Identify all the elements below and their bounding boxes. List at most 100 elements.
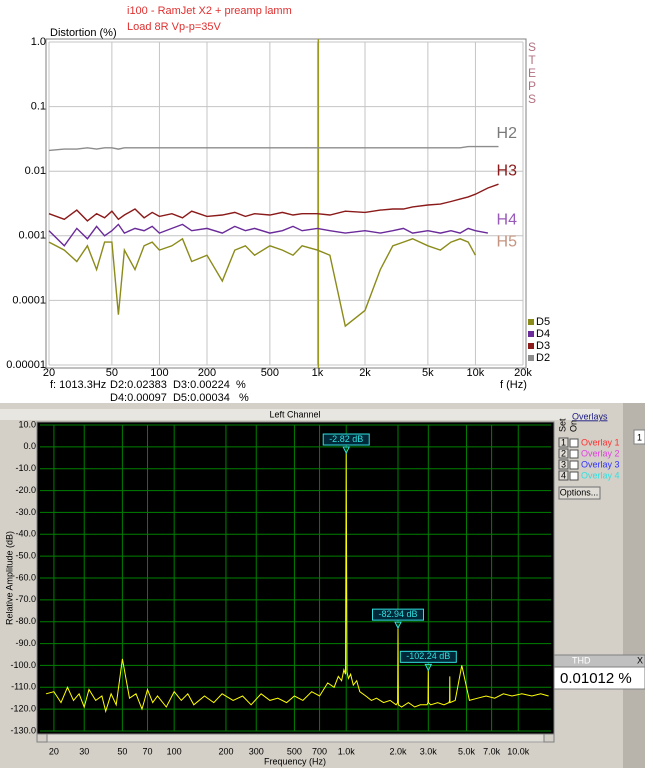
- y-axis-title: Relative Amplitude (dB): [4, 531, 14, 625]
- x-tick-label: 1.0k: [338, 746, 356, 756]
- x-tick-label: 50: [106, 367, 118, 379]
- x-tick-label: 200: [218, 746, 233, 756]
- series-label: H5: [497, 233, 518, 250]
- y-tick-label: 0.001: [18, 230, 46, 242]
- legend-swatch: [528, 319, 534, 325]
- x-tick-label: 200: [198, 367, 216, 379]
- legend-swatch: [528, 343, 534, 349]
- x-axis-title: f (Hz): [500, 379, 527, 391]
- x-axis-title: Frequency (Hz): [264, 756, 326, 766]
- side-input: 1: [637, 432, 642, 442]
- x-tick-label: 300: [249, 746, 264, 756]
- overlay-number-box: [558, 448, 569, 459]
- x-tick-label: 1k: [312, 367, 324, 379]
- side-strip: [623, 403, 645, 768]
- thd-title-bar: [553, 654, 645, 668]
- series-line: [48, 223, 489, 247]
- thd-close[interactable]: X: [637, 655, 643, 665]
- y-tick-label: -30.0: [15, 507, 36, 517]
- overlay-label: Overlay 4: [581, 470, 620, 480]
- marker: [342, 446, 351, 455]
- y-tick-label: -100.0: [10, 660, 36, 670]
- overlay-number-box: [558, 437, 569, 448]
- marker-label: -2.82 dB: [329, 434, 363, 444]
- overlay-number: 1: [561, 437, 566, 447]
- overlays-title: Overlays: [572, 411, 608, 421]
- series-line: [48, 183, 499, 222]
- y-tick-label: -90.0: [15, 638, 36, 648]
- overlay-label: Overlay 1: [581, 437, 620, 447]
- x-tick-label: 5.0k: [458, 746, 476, 756]
- overlay-label: Overlay 3: [581, 459, 620, 469]
- plot-area: [45, 38, 527, 369]
- x-tick-label: 3.0k: [420, 746, 438, 756]
- cursor-readout: f: 1013.3Hz: [50, 379, 106, 391]
- options-button[interactable]: [558, 486, 601, 500]
- series-line: [48, 145, 499, 152]
- marker-label-box: [399, 650, 457, 663]
- series-line: [45, 452, 549, 714]
- x-tick-label: 2k: [359, 367, 371, 379]
- x-tick-label: 5k: [422, 367, 434, 379]
- chart-title: i100 - RamJet X2 + preamp lamm: [127, 5, 292, 17]
- x-tick-label: 70: [143, 746, 153, 756]
- y-tick-label: -20.0: [15, 485, 36, 495]
- marker: [394, 621, 402, 630]
- overlay-checkbox[interactable]: [569, 438, 579, 448]
- y-tick-label: 0.00001: [6, 359, 46, 371]
- thd-value: 0.01012 %: [560, 670, 632, 687]
- x-tick-label: 7.0k: [483, 746, 501, 756]
- legend-label: D2: [536, 352, 550, 364]
- x-tick-label: 20: [49, 746, 59, 756]
- y-tick-label: -120.0: [10, 704, 36, 714]
- y-tick-label: -110.0: [11, 682, 36, 692]
- legend-label: D3: [536, 340, 550, 352]
- legend-label: D4: [536, 328, 550, 340]
- overlay-label: Overlay 2: [581, 448, 620, 458]
- x-tick-label: 20k: [514, 367, 532, 379]
- overlay-checkbox[interactable]: [569, 449, 579, 459]
- overlay-number: 4: [561, 470, 566, 480]
- x-tick-label: 500: [261, 367, 279, 379]
- options-label[interactable]: Options...: [560, 487, 599, 497]
- x-tick-label: 20: [43, 367, 55, 379]
- y-tick-label: -80.0: [15, 616, 36, 626]
- y-tick-label: -50.0: [15, 551, 36, 561]
- title-bar: [0, 409, 600, 420]
- y-tick-label: 0.0001: [12, 294, 46, 306]
- marker-label: -102.24 dB: [406, 651, 450, 661]
- marker: [424, 663, 433, 672]
- overlays-set: Set: [557, 418, 567, 432]
- overlays-on: On: [568, 420, 578, 432]
- y-tick-label: 1.0: [31, 36, 46, 48]
- y-tick-label: 0.1: [31, 101, 46, 113]
- overlay-checkbox[interactable]: [569, 460, 579, 470]
- window-title: Left Channel: [269, 409, 320, 419]
- side-input-box[interactable]: [633, 429, 645, 445]
- y-axis-title: Distortion (%): [50, 27, 117, 39]
- readout: D2:0.02383 D3:0.00224 %: [110, 379, 246, 391]
- overlay-checkbox[interactable]: [569, 471, 579, 481]
- x-tick-label: 700: [312, 746, 327, 756]
- x-tick-label: 100: [167, 746, 182, 756]
- series-line: [48, 237, 477, 328]
- marker-label-box: [322, 433, 370, 446]
- y-tick-label: -40.0: [15, 529, 36, 539]
- y-tick-label: 0.01: [25, 165, 46, 177]
- x-tick-label: 500: [287, 746, 302, 756]
- x-tick-label: 30: [79, 746, 89, 756]
- y-tick-label: -10.0: [15, 463, 36, 473]
- overlay-number: 3: [561, 459, 566, 469]
- overlay-number: 2: [561, 448, 566, 458]
- marker-label: -82.94 dB: [378, 609, 417, 619]
- x-tick-label: 2.0k: [389, 746, 407, 756]
- series-label: H3: [497, 162, 518, 179]
- overlay-number-box: [558, 470, 569, 481]
- x-tick-label: 100: [150, 367, 168, 379]
- y-tick-label: 0.0: [23, 441, 36, 451]
- series-label: H4: [497, 211, 518, 228]
- x-tick-label: 10k: [467, 367, 485, 379]
- readout: D4:0.00097 D5:0.00034 %: [110, 392, 249, 404]
